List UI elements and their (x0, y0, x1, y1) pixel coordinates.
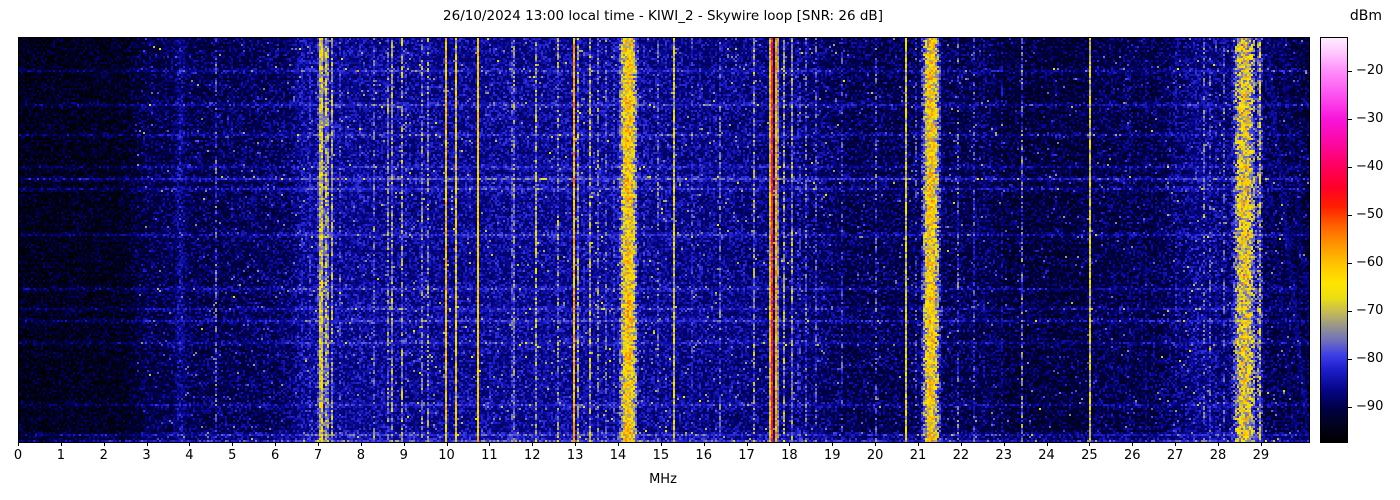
colorbar-unit-label: dBm (1349, 8, 1383, 24)
x-tick-mark (918, 442, 919, 446)
plot-area (18, 37, 1310, 443)
x-tick-mark (232, 442, 234, 446)
x-tick-mark (1175, 442, 1177, 446)
x-tick-label: 21 (909, 448, 927, 463)
colorbar-tick-label: −70 (1356, 303, 1384, 319)
x-tick-label: 19 (824, 448, 841, 463)
x-tick-mark (103, 442, 105, 446)
x-tick-mark (618, 442, 619, 446)
x-tick-mark (318, 442, 319, 446)
x-tick-mark (532, 442, 534, 446)
colorbar (1320, 37, 1348, 443)
colorbar-tick-label: −20 (1356, 62, 1384, 78)
x-tick-label: 15 (652, 448, 670, 463)
x-tick-mark (789, 442, 791, 446)
x-tick-mark (18, 442, 19, 446)
colorbar-tick-mark (1348, 263, 1352, 265)
x-tick-label: 22 (952, 448, 970, 463)
x-tick-label: 7 (313, 448, 323, 463)
x-tick-mark (60, 442, 62, 446)
x-tick-mark (360, 442, 362, 446)
x-tick-label: 23 (995, 448, 1012, 463)
x-tick-mark (1132, 442, 1134, 446)
x-tick-label: 18 (781, 448, 798, 463)
x-tick-mark (875, 442, 877, 446)
x-tick-label: 26 (1124, 448, 1141, 463)
x-tick-label: 12 (524, 448, 541, 463)
colorbar-tick-label: −30 (1356, 110, 1384, 126)
x-tick-mark (1003, 442, 1005, 446)
x-tick-label: 20 (866, 448, 884, 463)
x-tick-mark (660, 442, 662, 446)
x-tick-mark (1260, 442, 1262, 446)
colorbar-tick-mark (1348, 311, 1352, 313)
x-tick-mark (832, 442, 834, 446)
spectrogram-canvas (19, 38, 1309, 442)
x-tick-mark (575, 442, 577, 446)
colorbar-tick-mark (1348, 118, 1352, 120)
colorbar-tick-label: −90 (1356, 399, 1384, 415)
colorbar-tick-label: −40 (1356, 158, 1384, 174)
x-tick-mark (189, 442, 191, 446)
x-tick-label: 3 (142, 448, 151, 463)
x-tick-label: 0 (13, 448, 23, 463)
x-tick-label: 9 (399, 448, 408, 463)
x-tick-label: 25 (1081, 448, 1098, 463)
x-tick-mark (960, 442, 962, 446)
x-tick-label: 1 (56, 448, 65, 463)
x-tick-label: 29 (1252, 448, 1270, 463)
colorbar-tick-label: −60 (1356, 255, 1384, 271)
x-tick-label: 28 (1209, 448, 1227, 463)
x-tick-label: 16 (695, 448, 712, 463)
x-tick-mark (146, 442, 148, 446)
x-tick-label: 4 (185, 448, 194, 463)
colorbar-tick-mark (1348, 214, 1352, 216)
x-tick-label: 11 (481, 448, 498, 463)
x-tick-label: 24 (1038, 448, 1055, 463)
x-tick-label: 10 (438, 448, 455, 463)
colorbar-tick-label: −80 (1356, 351, 1384, 367)
x-tick-label: 14 (609, 448, 627, 463)
x-axis-label: MHz (649, 472, 677, 487)
x-tick-mark (403, 442, 405, 446)
colorbar-tick-mark (1348, 407, 1352, 409)
x-tick-mark (1218, 442, 1219, 446)
chart-title: 26/10/2024 13:00 local time - KIWI_2 - S… (443, 8, 883, 24)
x-tick-mark (1046, 442, 1048, 446)
colorbar-tick-mark (1348, 359, 1352, 361)
x-tick-label: 17 (738, 448, 755, 463)
x-tick-label: 5 (228, 448, 237, 463)
x-tick-label: 8 (356, 448, 365, 463)
colorbar-tick-label: −50 (1356, 206, 1384, 222)
x-tick-mark (1089, 442, 1091, 446)
colorbar-tick-mark (1348, 70, 1352, 72)
x-tick-label: 27 (1166, 448, 1184, 463)
x-tick-mark (746, 442, 748, 446)
x-tick-mark (275, 442, 277, 446)
x-tick-label: 6 (271, 448, 280, 463)
x-tick-mark (489, 442, 491, 446)
colorbar-tick-mark (1348, 166, 1352, 168)
x-tick-mark (446, 442, 448, 446)
x-tick-label: 2 (99, 448, 108, 463)
x-tick-mark (703, 442, 705, 446)
x-tick-label: 13 (566, 448, 584, 463)
